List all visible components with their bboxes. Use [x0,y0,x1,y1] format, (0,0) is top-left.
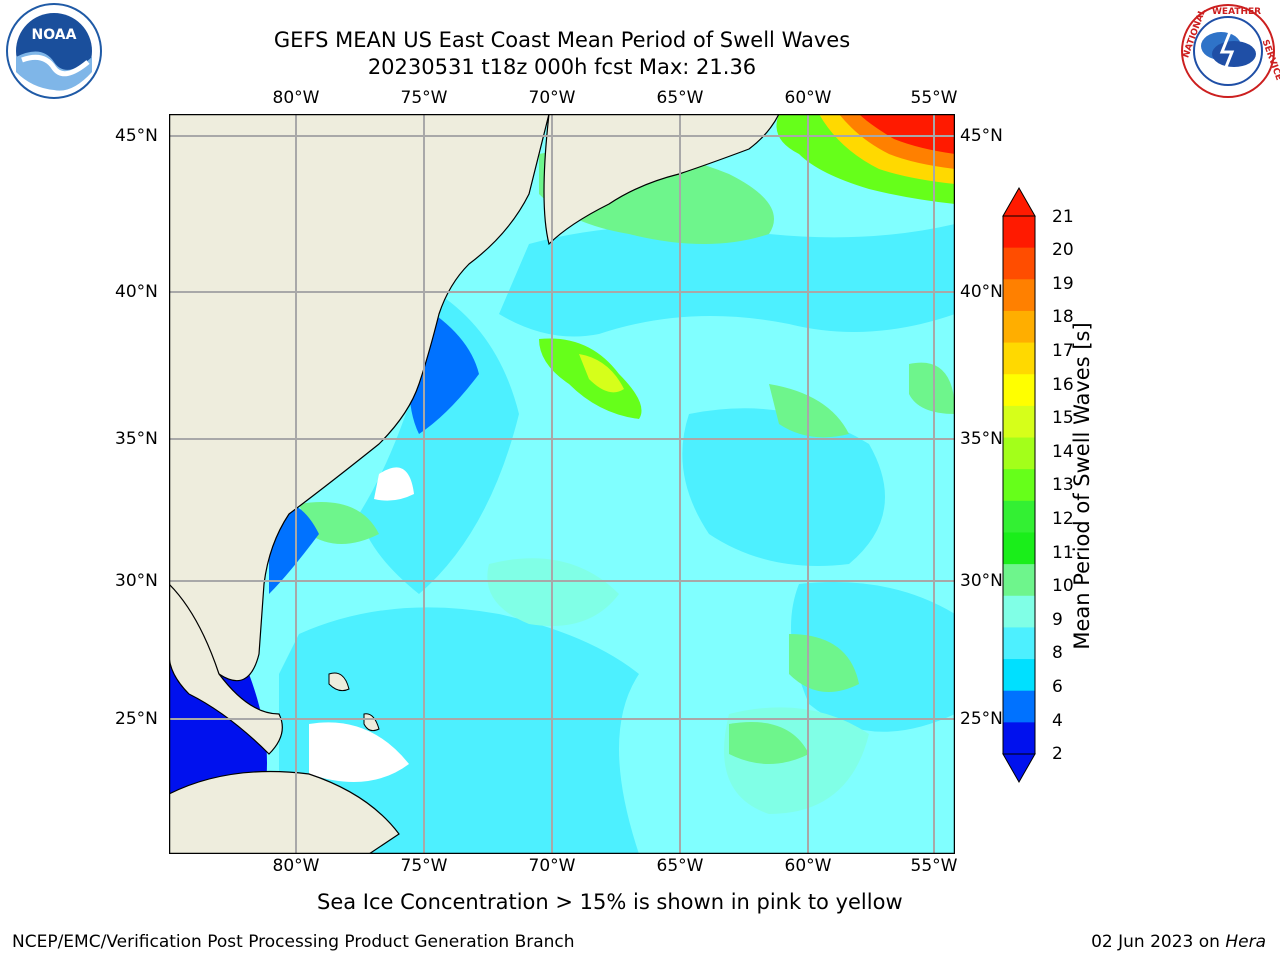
colorbar-extend-min [1002,753,1036,784]
lon-label-bottom: 80°W [272,856,320,876]
colorbar-segment [1003,437,1035,470]
lat-label-left: 45°N [115,126,158,146]
colorbar-segment [1003,690,1035,723]
lat-label-right: 25°N [960,709,1003,729]
swell-contour-6-8 [682,408,885,566]
colorbar-segment [1003,374,1035,407]
colorbar-tick-label: 11 [1052,543,1074,563]
swell-contour-20-21 [859,114,955,154]
colorbar-segment [1003,532,1035,565]
swell-contour-6-8 [791,582,955,732]
footer-host: Hera [1225,932,1266,952]
colorbar-tick-label: 13 [1052,475,1074,495]
swell-contour-8-9 [487,558,619,626]
svg-text:WEATHER: WEATHER [1212,7,1261,17]
swell-contour-9-10 [909,362,955,414]
colorbar-tick-label: 14 [1052,442,1074,462]
lon-label-top: 60°W [784,88,832,108]
colorbar-segment [1003,564,1035,597]
lat-label-right: 40°N [960,282,1003,302]
no-data-area [374,467,414,501]
colorbar-tick-label: 15 [1052,408,1074,428]
colorbar [1000,186,1038,784]
colorbar-extend-max [1002,186,1036,217]
lon-label-bottom: 70°W [528,856,576,876]
island-land [328,672,350,692]
swell-contour-9-10 [729,722,809,764]
colorbar-segment [1003,659,1035,692]
colorbar-tick-label: 21 [1052,207,1074,227]
cuba-land [169,770,400,854]
swell-contour-9-10 [789,634,859,692]
lat-label-right: 30°N [960,571,1003,591]
map-gridlines [169,114,955,854]
footer-credit: NCEP/EMC/Verification Post Processing Pr… [12,932,575,952]
new-england-land [543,114,780,246]
colorbar-tick-label: 16 [1052,375,1074,395]
colorbar-segment [1003,595,1035,628]
lon-label-bottom: 60°W [784,856,832,876]
lat-label-right: 45°N [960,126,1003,146]
swell-contour-6-8 [359,294,519,594]
colorbar-segment [1003,500,1035,533]
colorbar-tick-label: 4 [1052,711,1063,731]
colorbar-tick-label: 17 [1052,341,1074,361]
lat-label-left: 30°N [115,571,158,591]
colorbar-segment [1003,469,1035,502]
north-america-land [169,114,550,682]
florida-land [169,583,283,755]
lat-label-left: 40°N [115,282,158,302]
nws-logo: NATIONAL WEATHER SERVICE [1176,2,1280,100]
lon-label-top: 70°W [528,88,576,108]
lat-label-left: 25°N [115,709,158,729]
footer-date-text: 02 Jun 2023 on [1091,932,1226,952]
lat-label-left: 35°N [115,429,158,449]
lon-label-bottom: 65°W [656,856,704,876]
map-frame[interactable] [168,113,956,855]
chart-subtitle: 20230531 t18z 000h fcst Max: 21.36 [367,55,757,79]
colorbar-tick-label: 6 [1052,677,1063,697]
colorbar-segment [1003,247,1035,280]
swell-contour-9-10 [299,502,379,544]
colorbar-tick-label: 10 [1052,576,1074,596]
colorbar-segment [1003,279,1035,312]
noaa-logo-text: NOAA [32,27,77,43]
lat-label-right: 35°N [960,429,1003,449]
no-data-area [309,722,409,782]
swell-contour-6-8 [279,607,639,854]
swell-contour-14-16 [579,354,624,393]
noaa-logo: NOAA [2,2,106,100]
colorbar-tick-label: 19 [1052,274,1074,294]
colorbar-tick-label: 2 [1052,744,1063,764]
colorbar-segment [1003,342,1035,375]
lon-label-top: 75°W [400,88,448,108]
lon-label-top: 65°W [656,88,704,108]
colorbar-tick-label: 9 [1052,610,1063,630]
swell-contour-6-8 [499,224,955,337]
colorbar-tick-label: 8 [1052,643,1063,663]
lon-label-top: 55°W [910,88,958,108]
sea-ice-caption: Sea Ice Concentration > 15% is shown in … [317,890,903,914]
colorbar-segment [1003,722,1035,755]
colorbar-tick-label: 18 [1052,307,1074,327]
colorbar-segment [1003,216,1035,249]
lon-label-bottom: 55°W [910,856,958,876]
colorbar-label: Mean Period of Swell Waves [s] [1070,322,1094,650]
chart-title: GEFS MEAN US East Coast Mean Period of S… [273,28,851,52]
lon-label-top: 80°W [272,88,320,108]
colorbar-tick-label: 12 [1052,509,1074,529]
colorbar-segment [1003,627,1035,660]
footer-date: 02 Jun 2023 on Hera [1091,932,1266,952]
lon-label-bottom: 75°W [400,856,448,876]
colorbar-frame [1002,215,1036,755]
colorbar-tick-label: 20 [1052,240,1074,260]
colorbar-segment [1003,310,1035,344]
colorbar-segment [1003,405,1035,439]
